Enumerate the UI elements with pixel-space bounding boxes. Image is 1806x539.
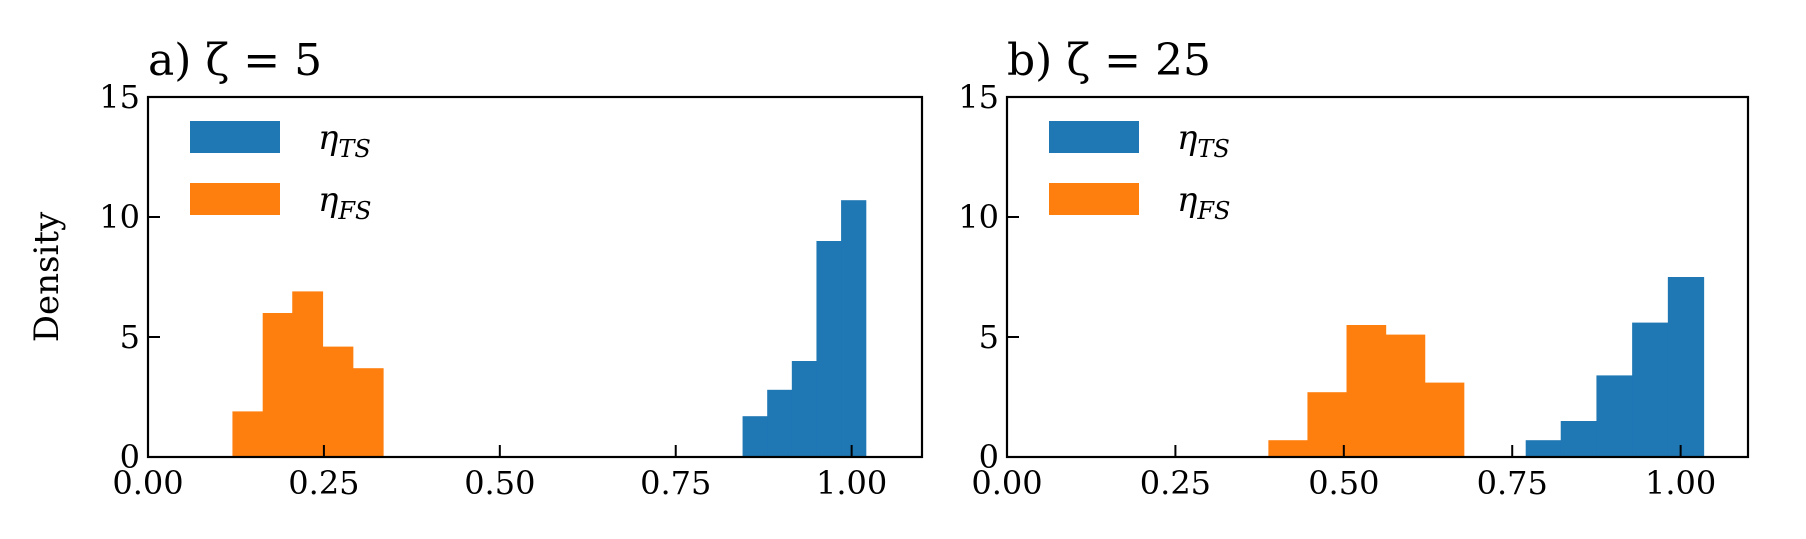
plot-frame [1005,95,1750,459]
x-tick-label: 1.00 [816,464,887,502]
bar-ts-3 [1632,322,1669,457]
y-tick-label: 0 [120,438,140,476]
y-tick-label: 15 [99,78,140,116]
legend-subscript: FS [1196,197,1230,225]
chart-title: b) ζ = 25 [1007,35,1211,86]
legend-swatch-ts [1049,121,1139,153]
x-tick-label: 0.25 [288,464,359,502]
legend-label-ts: ηTS [318,118,371,163]
bar-ts-0 [1525,440,1562,457]
x-tick-label: 0.75 [640,464,711,502]
legend-subscript: FS [337,197,371,225]
x-tick-label: 0.25 [1140,464,1211,502]
legend-label-fs: ηFS [318,180,371,225]
bar-fs-2 [1346,325,1387,457]
chart-panel-a: 0.00 0.25 0.50 0.75 1.00 0 5 10 15a) ζ = 5 Densit… [27,35,924,502]
legend-swatch-fs [1049,183,1139,215]
legend-label-fs: ηFS [1177,180,1230,225]
bar-fs-4 [1424,382,1465,457]
chart-title: a) ζ = 5 [148,35,322,86]
y-tick-label: 0 [979,438,999,476]
legend-swatch-fs [190,183,280,215]
y-tick-label: 5 [979,318,999,356]
legend-label-ts: ηTS [1177,118,1230,163]
bar-ts-2 [791,361,818,457]
bar-fs-4 [352,368,384,457]
bar-fs-1 [262,313,293,457]
bar-ts-3 [816,241,842,457]
bar-ts-0 [742,416,768,457]
legend-swatch-ts [190,121,280,153]
x-tick-label: 0.50 [1308,464,1379,502]
x-tick-label: 0.00 [971,464,1042,502]
bar-ts-2 [1596,375,1633,457]
bar-ts-4 [841,200,867,457]
chart-panel-b: 0.00 0.25 0.50 0.75 1.00 0 5 10 15b) ζ = 25 ηTS ηF… [958,35,1750,502]
y-tick-label: 5 [120,318,140,356]
bar-fs-3 [1385,334,1426,457]
bar-fs-3 [322,346,354,457]
legend-subscript: TS [338,135,370,163]
bar-fs-0 [1268,440,1309,457]
y-tick-label: 15 [958,78,999,116]
y-tick-label: 10 [99,198,140,236]
plot-frame [146,95,924,459]
x-tick-label: 0.00 [112,464,183,502]
bar-ts-1 [767,389,793,457]
y-axis-label: Density [27,211,67,342]
bar-fs-2 [292,291,324,457]
bar-ts-1 [1560,421,1598,457]
x-tick-label: 1.00 [1645,464,1716,502]
bar-ts-4 [1667,277,1705,457]
bar-fs-1 [1307,392,1348,457]
legend-subscript: TS [1197,135,1229,163]
x-tick-label: 0.75 [1477,464,1548,502]
bar-fs-0 [232,411,264,457]
x-tick-label: 0.50 [464,464,535,502]
y-tick-label: 10 [958,198,999,236]
